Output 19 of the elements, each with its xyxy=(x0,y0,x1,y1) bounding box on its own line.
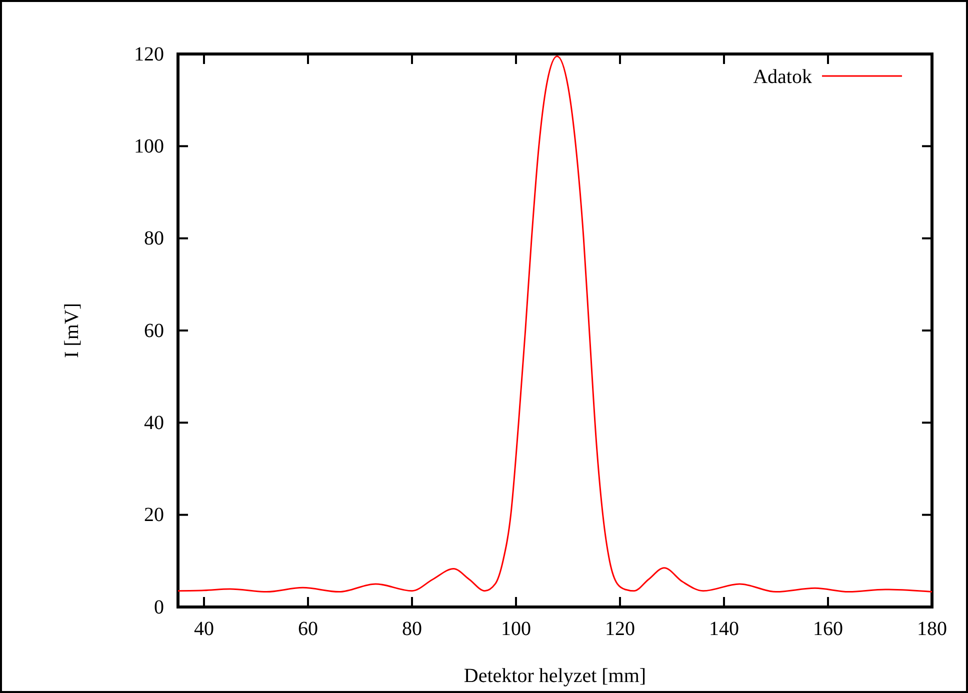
y-axis-title: I [mV] xyxy=(61,303,83,358)
y-tick-label: 20 xyxy=(144,504,164,526)
line-series xyxy=(177,56,933,593)
y-tick-label: 120 xyxy=(134,43,164,66)
y-tick-label: 60 xyxy=(144,320,164,342)
y-tick-label: 80 xyxy=(144,228,164,250)
legend-label: Adatok xyxy=(753,66,812,88)
x-tick-label: 120 xyxy=(605,618,635,640)
y-tick-label: 100 xyxy=(134,136,164,158)
y-tick-label: 0 xyxy=(154,596,164,618)
x-axis-title: Detektor helyzet [mm] xyxy=(464,665,646,687)
x-tick-label: 100 xyxy=(501,618,531,640)
y-tick-label: 40 xyxy=(144,412,164,434)
x-tick-label: 180 xyxy=(917,618,947,640)
x-tick-label: 40 xyxy=(194,618,214,640)
x-tick-label: 80 xyxy=(402,618,422,640)
x-tick-label: 60 xyxy=(298,618,318,640)
x-tick-label: 160 xyxy=(813,618,843,640)
x-tick-label: 140 xyxy=(709,618,739,640)
